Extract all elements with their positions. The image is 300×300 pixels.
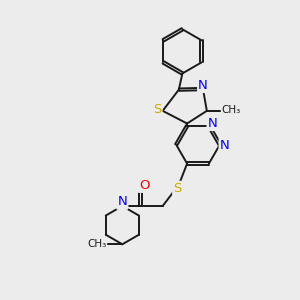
Text: S: S [173,182,182,195]
Text: N: N [198,79,208,92]
Text: N: N [220,139,230,152]
Text: N: N [117,195,127,208]
Text: S: S [153,103,161,116]
Text: N: N [208,117,217,130]
Text: CH₃: CH₃ [87,239,106,249]
Text: O: O [139,179,149,192]
Text: CH₃: CH₃ [222,105,241,115]
Text: N: N [117,196,127,209]
